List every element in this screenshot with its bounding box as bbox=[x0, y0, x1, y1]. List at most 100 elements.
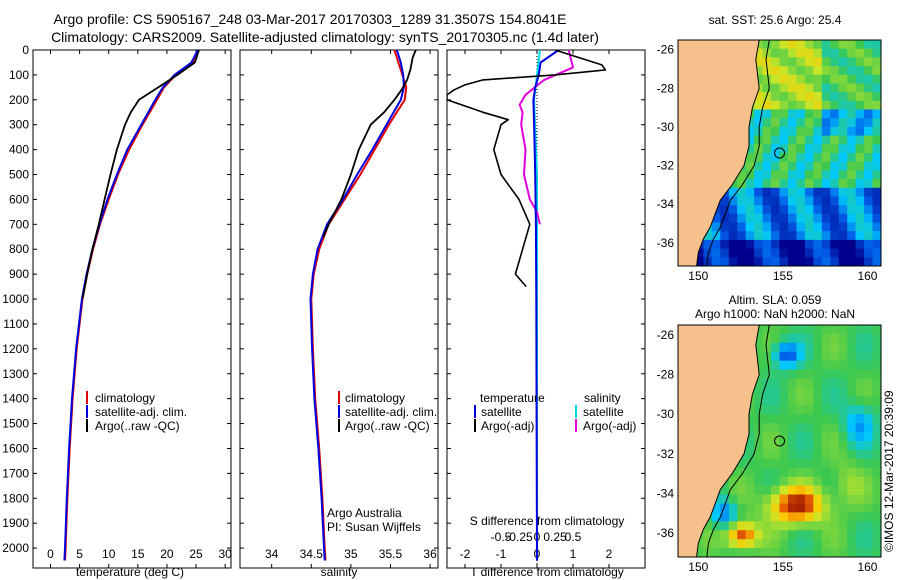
ocean-cell bbox=[779, 126, 789, 137]
ocean-cell bbox=[771, 57, 781, 67]
legend-label-s-satellite: satellite bbox=[583, 405, 624, 419]
ocean-cell bbox=[855, 48, 865, 58]
map-lat-tick-label: -26 bbox=[657, 43, 675, 57]
ocean-cell bbox=[745, 441, 755, 451]
ocean-cell bbox=[788, 109, 798, 119]
ocean-cell bbox=[872, 222, 881, 232]
ocean-cell bbox=[821, 485, 831, 496]
ocean-cell bbox=[821, 222, 831, 232]
ocean-cell bbox=[838, 342, 848, 353]
ocean-cell bbox=[855, 387, 865, 397]
ocean-cell bbox=[813, 48, 823, 58]
ocean-cell bbox=[804, 40, 814, 50]
ocean-cell bbox=[838, 351, 848, 362]
ocean-cell bbox=[830, 503, 840, 513]
ocean-cell bbox=[754, 48, 764, 58]
ocean-cell bbox=[821, 48, 831, 58]
ocean-cell bbox=[847, 161, 857, 171]
ocean-cell bbox=[754, 503, 764, 513]
ocean-cell bbox=[838, 485, 848, 496]
ocean-cell bbox=[779, 57, 789, 67]
ocean-cell bbox=[864, 548, 874, 557]
sla-map-title: Altim. SLA: 0.059 bbox=[729, 293, 822, 307]
ocean-cell bbox=[821, 378, 831, 388]
ocean-cell bbox=[864, 126, 874, 137]
ocean-cell bbox=[872, 179, 881, 189]
ocean-cell bbox=[864, 378, 874, 388]
ocean-cell bbox=[762, 369, 772, 380]
ocean-cell bbox=[872, 423, 881, 433]
ocean-cell bbox=[788, 153, 798, 163]
ocean-cell bbox=[864, 187, 874, 198]
ocean-cell bbox=[788, 485, 798, 496]
ocean-cell bbox=[788, 369, 798, 380]
ocean-cell bbox=[830, 333, 840, 344]
ocean-cell bbox=[788, 40, 798, 50]
ocean-cell bbox=[864, 333, 874, 344]
ocean-cell bbox=[788, 432, 798, 442]
ocean-cell bbox=[855, 92, 865, 102]
ocean-cell bbox=[830, 66, 840, 76]
ocean-cell bbox=[830, 126, 840, 137]
ocean-cell bbox=[771, 387, 781, 397]
ocean-cell bbox=[796, 360, 806, 371]
ocean-cell bbox=[821, 170, 831, 180]
ocean-cell bbox=[838, 92, 848, 102]
ocean-cell bbox=[838, 66, 848, 76]
difference-tick-label: 2 bbox=[606, 547, 613, 561]
ocean-cell bbox=[720, 196, 730, 206]
temperature-plot-frame bbox=[32, 49, 232, 569]
ocean-cell bbox=[872, 257, 881, 266]
ocean-cell bbox=[796, 432, 806, 442]
ocean-cell bbox=[855, 83, 865, 93]
ocean-cell bbox=[720, 205, 730, 215]
ocean-cell bbox=[847, 494, 857, 504]
ocean-cell bbox=[847, 170, 857, 180]
ocean-cell bbox=[838, 441, 848, 451]
ocean-cell bbox=[830, 476, 840, 487]
ocean-cell bbox=[804, 126, 814, 137]
ocean-cell bbox=[864, 74, 874, 85]
ocean-cell bbox=[821, 342, 831, 353]
ocean-cell bbox=[804, 153, 814, 163]
ocean-cell bbox=[847, 74, 857, 85]
ocean-cell bbox=[720, 521, 730, 531]
ocean-cell bbox=[813, 476, 823, 487]
ocean-cell bbox=[872, 494, 881, 504]
ocean-cell bbox=[762, 40, 772, 50]
ocean-cell bbox=[779, 441, 789, 451]
ocean-cell bbox=[864, 40, 874, 50]
ocean-cell bbox=[720, 213, 730, 224]
ocean-cell bbox=[830, 458, 840, 469]
ocean-cell bbox=[779, 521, 789, 531]
ocean-cell bbox=[788, 213, 798, 224]
ocean-cell bbox=[711, 222, 721, 232]
ocean-cell bbox=[745, 161, 755, 171]
ocean-cell bbox=[821, 441, 831, 451]
ocean-cell bbox=[754, 100, 764, 111]
ocean-cell bbox=[830, 414, 840, 424]
ocean-cell bbox=[838, 196, 848, 206]
ocean-cell bbox=[830, 100, 840, 111]
ocean-cell bbox=[813, 40, 823, 50]
ocean-cell bbox=[838, 170, 848, 180]
ocean-cell bbox=[864, 467, 874, 478]
ocean-cell bbox=[762, 144, 772, 154]
pi-annotation: PI: Susan Wijffels bbox=[327, 520, 421, 534]
ocean-cell bbox=[762, 512, 772, 522]
ocean-cell bbox=[872, 196, 881, 206]
ocean-cell bbox=[855, 458, 865, 469]
ocean-cell bbox=[847, 548, 857, 557]
ocean-cell bbox=[720, 239, 730, 250]
ocean-cell bbox=[855, 100, 865, 111]
ocean-cell bbox=[847, 521, 857, 531]
ocean-cell bbox=[754, 257, 764, 266]
ocean-cell bbox=[821, 187, 831, 198]
ocean-cell bbox=[864, 153, 874, 163]
ocean-cell bbox=[754, 248, 764, 258]
ocean-cell bbox=[720, 503, 730, 513]
ocean-cell bbox=[796, 458, 806, 469]
ocean-cell bbox=[872, 109, 881, 119]
ocean-cell bbox=[813, 369, 823, 380]
ocean-cell bbox=[779, 378, 789, 388]
